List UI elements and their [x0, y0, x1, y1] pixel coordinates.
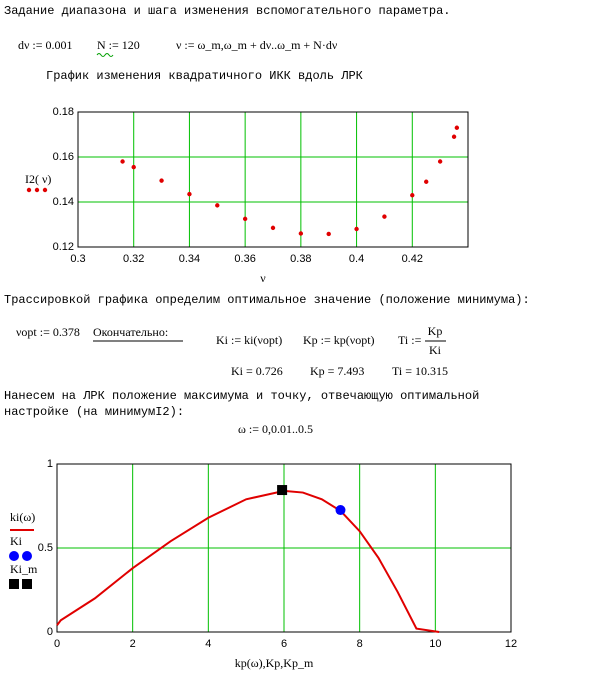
data-point	[277, 485, 288, 496]
definition: dν := 0.001	[18, 38, 73, 52]
definition: Kp := kp(νopt)	[303, 333, 375, 347]
paragraph: настройке (на минимумI2):	[4, 405, 184, 419]
x-tick-label: 0.4	[349, 253, 364, 265]
data-point	[215, 203, 220, 208]
x-tick-label: 0	[54, 638, 60, 650]
data-point	[437, 159, 443, 164]
definition: ω := 0,0.01..0.5	[238, 422, 313, 436]
y-tick-label: 0.5	[38, 542, 53, 554]
legend-swatch	[9, 551, 19, 561]
data-line	[56, 489, 440, 633]
x-tick-label: 10	[429, 638, 441, 650]
data-point	[131, 164, 136, 170]
legend-swatch	[34, 187, 40, 193]
definition: νopt := 0.378	[16, 325, 80, 339]
x-tick-label: 0.38	[290, 253, 311, 265]
definition: ν := ω_m,ω_m + dν..ω_m + N·dν	[176, 38, 338, 52]
x-tick-label: 6	[281, 638, 287, 650]
legend-swatch	[22, 579, 32, 589]
x-tick-label: 2	[130, 638, 136, 650]
legend-label: Ki_m	[10, 562, 38, 576]
data-point	[187, 191, 192, 197]
paragraph: Трассировкой графика определим оптимальн…	[4, 293, 530, 307]
definition: Ti :=	[398, 333, 422, 347]
x-axis-label: kp(ω),Kp,Kp_m	[235, 656, 314, 670]
data-point	[424, 179, 429, 184]
data-point	[454, 125, 460, 130]
x-tick-label: 0.3	[70, 253, 85, 265]
x-axis-label: ν	[260, 271, 266, 285]
result: Ti = 10.315	[392, 364, 448, 378]
paragraph: Нанесем на ЛРК положение максимума и точ…	[4, 389, 479, 403]
legend-label: ki(ω)	[10, 510, 35, 524]
legend-swatch	[9, 579, 19, 589]
x-tick-label: 0.34	[179, 253, 200, 265]
data-point	[335, 505, 346, 516]
legend-label: I2( ν)	[25, 172, 51, 186]
data-point	[242, 216, 248, 222]
fraction-denominator: Ki	[429, 343, 442, 357]
graph-title: График изменения квадратичного ИКК вдоль…	[46, 69, 363, 83]
x-tick-label: 4	[205, 638, 211, 650]
x-tick-label: 0.36	[234, 253, 255, 265]
fraction-numerator: Kp	[428, 324, 443, 338]
x-tick-label: 8	[357, 638, 363, 650]
data-point	[382, 214, 387, 219]
y-tick-label: 0.18	[53, 106, 74, 118]
definition: Ki := ki(νopt)	[216, 333, 282, 347]
definition: N := 120	[97, 38, 140, 52]
data-point	[326, 231, 331, 237]
legend-label: Ki	[10, 534, 23, 548]
data-point	[270, 225, 276, 231]
result: Kp = 7.493	[310, 364, 364, 378]
legend-swatch	[26, 187, 32, 193]
y-tick-label: 0.16	[53, 151, 74, 163]
x-tick-label: 0.42	[402, 253, 423, 265]
x-tick-label: 0.32	[123, 253, 144, 265]
warning-underline	[96, 53, 114, 57]
legend-swatch	[22, 551, 32, 561]
y-tick-label: 0	[47, 626, 53, 638]
y-tick-label: 1	[47, 458, 53, 470]
legend-swatch	[42, 187, 48, 193]
data-point	[298, 231, 304, 236]
data-point	[120, 159, 125, 164]
data-point	[410, 193, 415, 198]
y-tick-label: 0.12	[53, 241, 74, 253]
data-point	[159, 178, 164, 183]
y-tick-label: 0.14	[53, 196, 74, 208]
label: Окончательно:	[93, 325, 168, 339]
result: Ki = 0.726	[231, 364, 283, 378]
heading: Задание диапазона и шага изменения вспом…	[4, 4, 450, 18]
data-point	[354, 226, 359, 232]
data-point	[451, 134, 457, 139]
x-tick-label: 12	[505, 638, 517, 650]
plot-frame	[56, 463, 512, 633]
plot-frame	[77, 111, 469, 248]
